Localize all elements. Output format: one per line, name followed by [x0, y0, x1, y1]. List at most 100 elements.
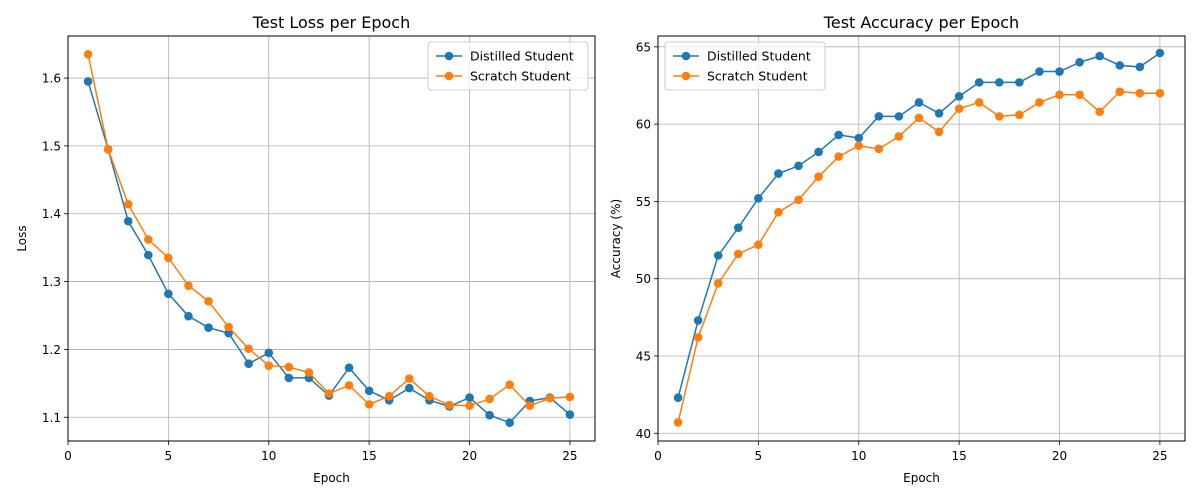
accuracy-chart-legend-item-distilled: Distilled Student: [673, 49, 811, 64]
accuracy-chart-x-tick-label: 15: [952, 449, 967, 463]
loss-chart-legend-box: [427, 41, 589, 91]
accuracy-chart-scratch-point: [734, 249, 743, 259]
loss-chart-distilled-point: [505, 418, 514, 427]
loss-chart-title: Test Loss per Epoch: [252, 13, 410, 32]
accuracy-chart-scratch-point: [794, 195, 803, 205]
accuracy-chart-y-tick-label: 60: [636, 118, 651, 132]
accuracy-chart-distilled-point: [914, 98, 924, 107]
accuracy-chart-distilled-point: [874, 112, 884, 121]
accuracy-chart-distilled-point: [1115, 61, 1125, 70]
loss-chart-y-tick-label: 1.6: [42, 72, 61, 86]
accuracy-chart-distilled-point: [673, 393, 683, 403]
accuracy-chart-y-tick-label: 40: [636, 427, 651, 441]
loss-chart-scratch-point: [565, 392, 575, 402]
loss-chart-distilled-point: [284, 373, 294, 383]
accuracy-chart-legend-box: [664, 41, 826, 91]
accuracy-chart-distilled-point: [954, 91, 964, 101]
accuracy-chart-scratch-point: [1095, 107, 1104, 117]
loss-chart-x-tick-label: 20: [462, 449, 477, 463]
accuracy-chart-distilled-point: [693, 316, 703, 325]
accuracy-chart-distilled-point: [1095, 51, 1104, 61]
loss-chart-scratch-point: [384, 391, 394, 401]
accuracy-chart-legend: Distilled Student Scratch Student: [664, 41, 826, 91]
accuracy-chart-scratch-point: [854, 141, 864, 151]
accuracy-chart-y-tick-label: 50: [636, 272, 651, 286]
accuracy-chart-distilled-point: [974, 78, 984, 87]
loss-chart-scratch-point: [304, 368, 314, 377]
loss-chart-scratch-point: [284, 362, 294, 372]
accuracy-chart-scratch-point: [894, 132, 904, 141]
accuracy-chart-scratch-point: [713, 279, 723, 288]
loss-chart-scratch-point: [465, 401, 474, 411]
accuracy-chart-scratch-point: [693, 333, 703, 342]
loss-chart-ticks: 0 5 10 15 20 25 1.1 1.2 1.3 1.4 1.5 1.6: [42, 72, 578, 463]
accuracy-chart-distilled-point: [1035, 67, 1044, 76]
loss-chart-scratch-point: [204, 296, 213, 306]
loss-chart-distilled-point: [364, 386, 374, 396]
accuracy-chart-distilled-point: [1055, 67, 1064, 76]
accuracy-chart-legend-label-scratch: Scratch Student: [707, 69, 808, 84]
loss-chart-y-axis-label: Loss: [15, 225, 29, 251]
loss-chart-legend-item-scratch: Scratch Student: [436, 69, 571, 84]
accuracy-chart-y-tick-label: 55: [636, 195, 651, 209]
accuracy-chart-x-tick-label: 0: [654, 449, 662, 463]
accuracy-chart-scratch-point: [814, 172, 823, 181]
loss-chart-scratch-point: [184, 281, 193, 290]
loss-chart-distilled-point: [83, 77, 93, 86]
accuracy-chart-distilled-point: [1075, 57, 1084, 67]
accuracy-chart-distilled-point: [995, 78, 1004, 87]
loss-chart-distilled-point: [164, 289, 173, 299]
loss-chart-x-tick-label: 0: [64, 449, 72, 463]
accuracy-chart-x-axis-label: Epoch: [903, 471, 940, 485]
loss-chart-scratch-point: [224, 322, 233, 332]
loss-chart-y-tick-label: 1.4: [42, 207, 61, 221]
accuracy-chart: Test Accuracy per Epoch Epoch Accuracy (…: [609, 13, 1186, 485]
accuracy-chart-distilled-point: [894, 112, 904, 121]
loss-chart-distilled-point: [465, 393, 474, 402]
loss-chart-scratch-point: [83, 50, 93, 59]
accuracy-chart-title: Test Accuracy per Epoch: [823, 13, 1019, 32]
accuracy-chart-distilled-point: [734, 223, 743, 232]
accuracy-chart-frame: [657, 35, 1186, 442]
accuracy-chart-series: [673, 48, 1165, 427]
accuracy-chart-scratch-point: [974, 98, 984, 107]
accuracy-chart-distilled-point: [713, 251, 723, 260]
loss-chart-distilled-point: [123, 216, 133, 226]
loss-chart-scratch-point: [103, 144, 113, 154]
accuracy-chart-distilled-point: [814, 147, 823, 157]
accuracy-chart-distilled-point: [754, 194, 763, 203]
accuracy-chart-y-axis-label: Accuracy (%): [609, 199, 623, 278]
loss-chart-distilled-point: [405, 383, 414, 393]
loss-chart-scratch-point: [485, 394, 494, 404]
loss-chart-x-tick-label: 5: [165, 449, 173, 463]
loss-chart-legend-label-scratch: Scratch Student: [470, 69, 571, 84]
loss-chart-x-tick-label: 25: [562, 449, 577, 463]
accuracy-chart-legend-item-scratch: Scratch Student: [673, 69, 808, 84]
accuracy-chart-scratch-point: [673, 418, 683, 427]
accuracy-chart-scratch-point: [914, 113, 924, 123]
accuracy-chart-scratch-point: [1155, 88, 1165, 98]
loss-chart-scratch-point: [344, 381, 354, 390]
accuracy-chart-scratch-point: [1055, 90, 1064, 100]
loss-chart-scratch-point: [244, 344, 253, 354]
accuracy-chart-y-tick-label: 45: [636, 349, 651, 363]
loss-chart-y-tick-label: 1.5: [42, 139, 61, 153]
loss-chart-scratch-point: [123, 199, 133, 209]
loss-chart-scratch-point: [164, 253, 173, 263]
loss-chart-distilled-point: [224, 328, 233, 338]
loss-chart-y-tick-label: 1.1: [42, 411, 61, 425]
accuracy-chart-scratch-point: [1015, 110, 1024, 120]
loss-chart-legend: Distilled Student Scratch Student: [427, 41, 589, 91]
loss-chart-x-tick-label: 10: [261, 449, 276, 463]
accuracy-chart-scratch-point: [1115, 87, 1125, 96]
loss-chart-y-tick-label: 1.3: [42, 275, 61, 289]
accuracy-chart-scratch-point: [1035, 98, 1044, 107]
loss-chart-scratch-point: [144, 235, 153, 244]
loss-chart-scratch-point: [445, 400, 454, 410]
accuracy-chart-scratch-point: [874, 144, 884, 154]
loss-chart-x-tick-label: 15: [362, 449, 377, 463]
loss-chart-distilled-point: [204, 323, 213, 333]
loss-chart-series: [83, 50, 575, 427]
loss-chart-scratch-point: [364, 400, 374, 409]
